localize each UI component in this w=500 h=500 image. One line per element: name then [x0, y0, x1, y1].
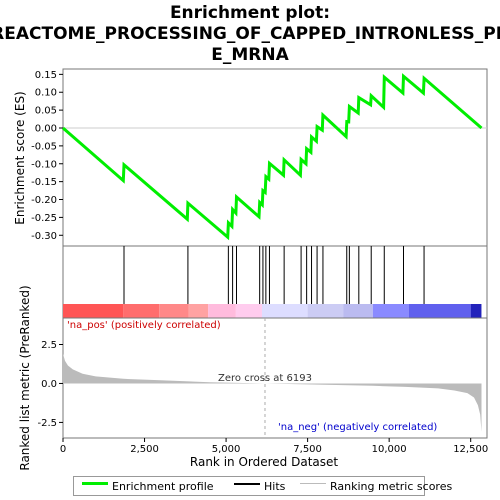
- x-axis-label: Rank in Ordered Dataset: [190, 455, 338, 469]
- x-tick-label: 10,000: [372, 444, 407, 455]
- metric-y-tick-label: 2.5: [41, 340, 57, 351]
- x-tick-label: 0: [60, 444, 66, 455]
- metric-y-axis-label: Ranked list metric (PreRanked): [18, 285, 32, 470]
- es-y-tick-label: 0.15: [35, 70, 57, 81]
- metric-y-tick-label: -2.5: [37, 418, 57, 429]
- legend-hits-swatch: [234, 483, 260, 485]
- es-y-tick-label: -0.10: [31, 159, 57, 170]
- rank-band-segment: [372, 304, 409, 318]
- es-y-tick-label: 0.05: [35, 106, 57, 117]
- rank-band-segment: [188, 304, 209, 318]
- rank-band-segment: [63, 304, 124, 318]
- legend-enrichment-label: Enrichment profile: [112, 480, 214, 493]
- rank-band-segment: [470, 304, 482, 318]
- es-panel-frame: [62, 68, 488, 247]
- legend-ranking-swatch: [300, 483, 326, 484]
- legend-enrichment-swatch: [82, 482, 108, 485]
- es-y-ticks: 0.15 0.10 0.05 0.00 -0.05 -0.10 -0.15 -0.20 -0.2…: [31, 70, 63, 242]
- x-tick-label: 12,500: [453, 444, 488, 455]
- chart-title-line1: Enrichment plot:: [170, 3, 330, 23]
- legend: Enrichment profile Hits Ranking metric s…: [73, 476, 452, 496]
- es-y-axis-label: Enrichment score (ES): [13, 91, 27, 224]
- es-y-tick-label: 0.00: [35, 124, 57, 135]
- rank-band-segment: [307, 304, 344, 318]
- negative-correlation-label: 'na_neg' (negatively correlated): [278, 422, 437, 433]
- metric-panel-frame: [62, 317, 488, 439]
- rank-band-segment: [261, 304, 308, 318]
- zero-cross-label: Zero cross at 6193: [218, 373, 312, 384]
- hit-markers: [123, 246, 425, 304]
- enrichment-profile-line: [62, 73, 483, 241]
- x-axis-ticks: 0 2,500 5,000 7,500 10,000 12,500: [60, 438, 488, 455]
- rank-band-segment: [159, 304, 189, 318]
- rank-band-segment: [343, 304, 373, 318]
- es-y-tick-label: -0.15: [31, 177, 57, 188]
- es-y-tick-label: -0.05: [31, 141, 57, 152]
- es-y-tick-label: -0.30: [31, 231, 57, 242]
- rank-band-segment: [123, 304, 160, 318]
- rank-band-segment: [408, 304, 471, 318]
- metric-y-tick-label: 0.0: [41, 379, 57, 390]
- x-tick-label: 5,000: [212, 444, 241, 455]
- es-y-tick-label: -0.20: [31, 195, 57, 206]
- legend-ranking-label: Ranking metric scores: [330, 480, 453, 493]
- chart-title-line2: REACTOME_PROCESSING_OF_CAPPED_INTRONLESS…: [0, 24, 500, 44]
- metric-y-ticks: 2.5 0.0 -2.5: [37, 340, 63, 429]
- legend-hits-label: Hits: [264, 480, 286, 493]
- es-y-tick-label: 0.10: [35, 88, 57, 99]
- es-y-tick-label: -0.25: [31, 213, 57, 224]
- rank-band-segment: [235, 304, 262, 318]
- rank-band-segment: [208, 304, 236, 318]
- chart-title-line3: E_MRNA: [211, 45, 289, 65]
- positive-correlation-label: 'na_pos' (positively correlated): [67, 320, 221, 331]
- x-tick-label: 2,500: [130, 444, 159, 455]
- x-tick-label: 7,500: [293, 444, 322, 455]
- rank-color-band: [63, 304, 482, 318]
